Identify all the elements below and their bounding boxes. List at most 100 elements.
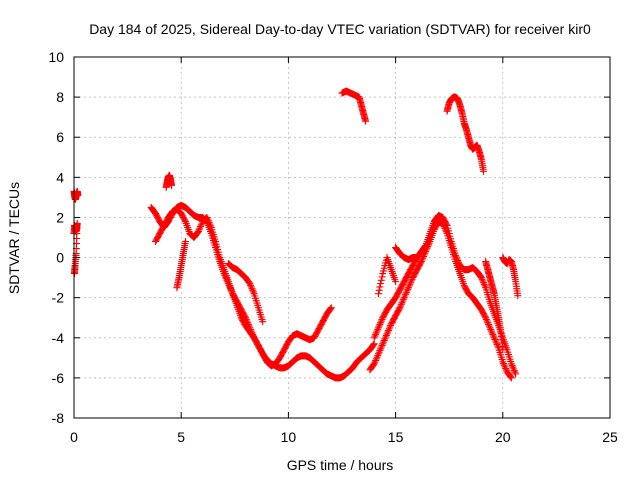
data-point [168, 181, 176, 189]
data-point [511, 368, 519, 376]
grid-lines [74, 57, 610, 418]
data-point [502, 365, 510, 373]
data-point [378, 315, 386, 323]
data-point [485, 322, 493, 330]
data-point [377, 317, 385, 325]
data-point [378, 341, 386, 349]
data-point [413, 254, 421, 262]
data-point [375, 348, 383, 356]
data-point [74, 191, 82, 199]
data-point [395, 305, 403, 313]
data-point [372, 357, 380, 365]
y-tick-label: -4 [52, 330, 65, 346]
data-point [442, 226, 450, 234]
y-tick-label: 0 [56, 250, 64, 266]
y-axis-label: SDTVAR / TECUs [6, 182, 22, 294]
data-point [370, 340, 378, 348]
data-point [500, 361, 508, 369]
data-point [379, 338, 387, 346]
data-point [370, 360, 378, 368]
data-point [482, 314, 490, 322]
data-point [419, 254, 427, 262]
data-point [207, 222, 215, 230]
data-point [507, 373, 515, 381]
data-point [424, 243, 432, 251]
data-point [405, 282, 413, 290]
data-point [249, 286, 257, 294]
data-point [203, 213, 211, 221]
data-point [499, 346, 507, 354]
data-point [369, 341, 377, 349]
data-point [372, 329, 380, 337]
data-point [402, 290, 410, 298]
chart-title: Day 184 of 2025, Sidereal Day-to-day VTE… [89, 21, 591, 37]
data-point [493, 340, 501, 348]
x-tick-label: 20 [495, 429, 511, 445]
data-point [376, 346, 384, 354]
data-point [487, 325, 495, 333]
data-point [400, 294, 408, 302]
data-point [418, 256, 426, 264]
data-point [196, 222, 204, 230]
data-point [375, 322, 383, 330]
data-point [379, 340, 387, 348]
data-points [70, 87, 522, 382]
data-point [485, 320, 493, 328]
data-point [327, 304, 335, 312]
y-tick-label: 2 [56, 209, 64, 225]
data-point [481, 312, 489, 320]
data-point [408, 275, 416, 283]
data-point [480, 167, 488, 175]
y-tick-label: 6 [56, 129, 64, 145]
y-tick-label: 8 [56, 89, 64, 105]
data-point [362, 117, 370, 125]
data-point [403, 287, 411, 295]
data-point [372, 330, 380, 338]
data-point [372, 355, 380, 363]
data-point [439, 221, 447, 229]
data-point [492, 337, 500, 345]
data-point [377, 345, 385, 353]
data-point [488, 329, 496, 337]
x-tick-label: 10 [281, 429, 297, 445]
data-point [378, 273, 386, 281]
data-point [514, 292, 522, 300]
y-tick-label: -2 [52, 290, 65, 306]
data-point [371, 332, 379, 340]
data-point [441, 224, 449, 232]
data-point [205, 218, 213, 226]
data-point [421, 249, 429, 257]
data-point [512, 370, 520, 378]
data-point [404, 284, 412, 292]
data-point [420, 251, 428, 259]
data-point [399, 295, 407, 303]
data-point [439, 219, 447, 227]
data-point [440, 223, 448, 231]
data-point [419, 253, 427, 261]
data-point [370, 334, 378, 342]
data-point [423, 244, 431, 252]
data-point [417, 258, 425, 266]
data-point [204, 215, 212, 223]
x-tick-label: 0 [70, 429, 78, 445]
data-point [402, 289, 410, 297]
data-point [371, 358, 379, 366]
data-point [404, 285, 412, 293]
data-point [377, 343, 385, 351]
data-point [398, 299, 406, 307]
data-point [510, 367, 518, 375]
data-point [422, 248, 430, 256]
data-point [380, 336, 388, 344]
data-point [484, 319, 492, 327]
data-point [327, 305, 335, 313]
data-point [501, 363, 509, 371]
data-point [377, 280, 385, 288]
data-point [480, 279, 488, 287]
data-point [196, 224, 204, 232]
data-point [397, 302, 405, 310]
data-point [500, 360, 508, 368]
data-point [374, 290, 382, 298]
data-point [195, 226, 203, 234]
x-tick-label: 25 [602, 429, 618, 445]
data-point [247, 283, 255, 291]
